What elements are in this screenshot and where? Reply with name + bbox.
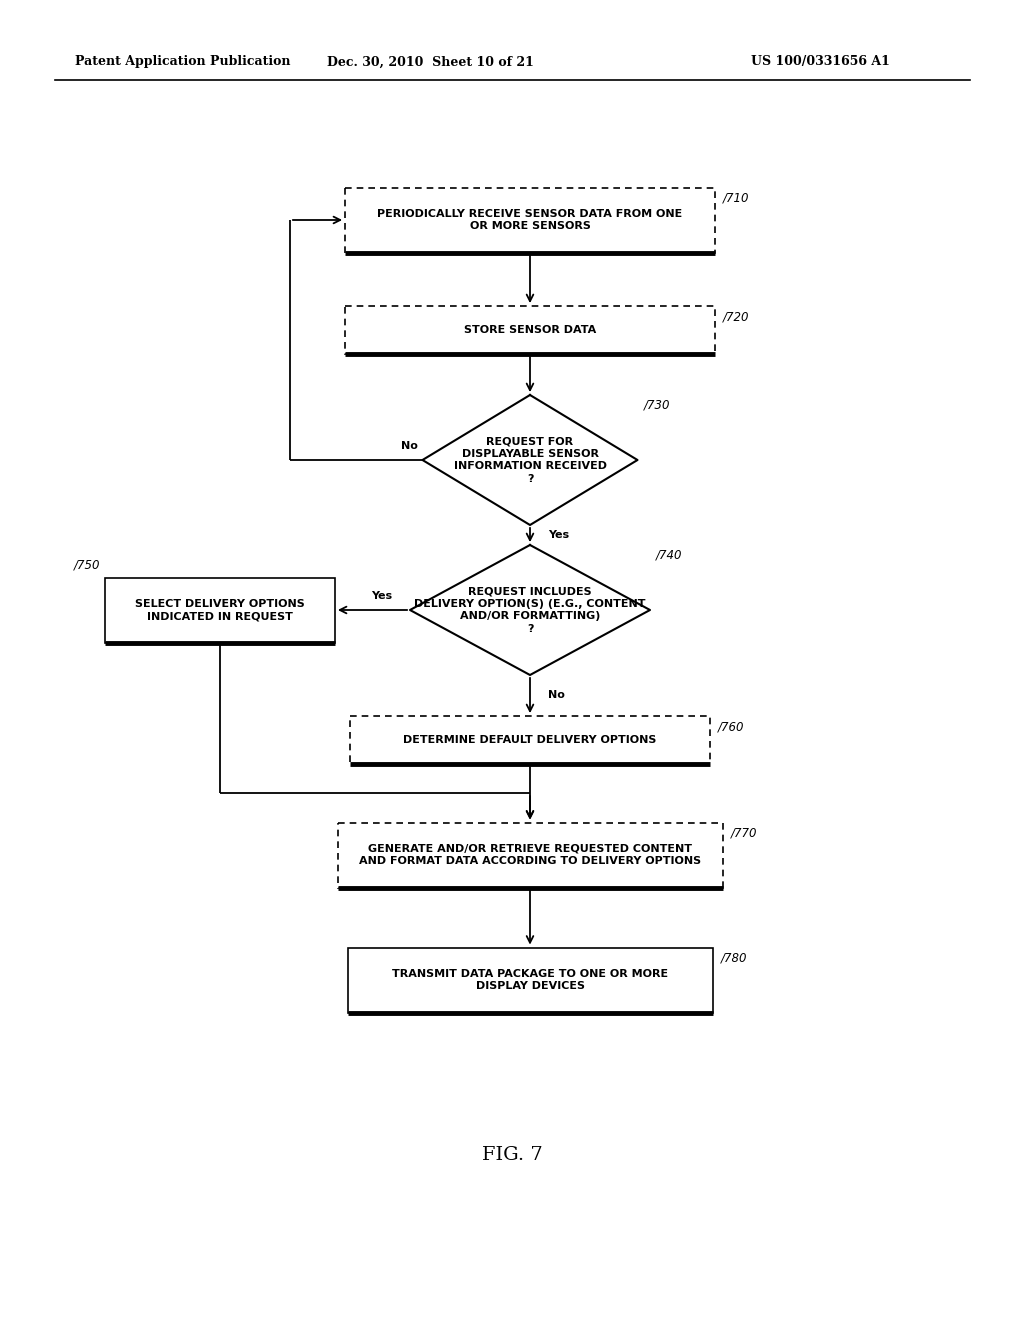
Text: /770: /770	[730, 826, 757, 840]
Bar	[338, 822, 723, 887]
Text: /780: /780	[721, 952, 746, 965]
Text: Yes: Yes	[371, 591, 392, 601]
Text: STORE SENSOR DATA: STORE SENSOR DATA	[464, 325, 596, 335]
Text: /710: /710	[723, 191, 750, 205]
Text: FIG. 7: FIG. 7	[481, 1146, 543, 1164]
Bar	[345, 187, 715, 252]
Bar	[105, 578, 335, 643]
Text: Patent Application Publication: Patent Application Publication	[75, 55, 291, 69]
Bar	[345, 306, 715, 354]
Text: Dec. 30, 2010  Sheet 10 of 21: Dec. 30, 2010 Sheet 10 of 21	[327, 55, 534, 69]
Text: GENERATE AND/OR RETRIEVE REQUESTED CONTENT
AND FORMAT DATA ACCORDING TO DELIVERY: GENERATE AND/OR RETRIEVE REQUESTED CONTE…	[359, 843, 701, 866]
Text: /730: /730	[643, 399, 670, 412]
Bar	[350, 715, 710, 764]
Text: /740: /740	[656, 549, 683, 562]
Text: US 100/0331656 A1: US 100/0331656 A1	[751, 55, 890, 69]
Text: Yes: Yes	[548, 531, 569, 540]
Polygon shape	[423, 395, 638, 525]
Bar	[347, 948, 713, 1012]
Text: PERIODICALLY RECEIVE SENSOR DATA FROM ONE
OR MORE SENSORS: PERIODICALLY RECEIVE SENSOR DATA FROM ON…	[378, 209, 683, 231]
Text: DETERMINE DEFAULT DELIVERY OPTIONS: DETERMINE DEFAULT DELIVERY OPTIONS	[403, 735, 656, 744]
Text: TRANSMIT DATA PACKAGE TO ONE OR MORE
DISPLAY DEVICES: TRANSMIT DATA PACKAGE TO ONE OR MORE DIS…	[392, 969, 668, 991]
Text: /760: /760	[718, 719, 744, 733]
Text: No: No	[548, 690, 565, 701]
Polygon shape	[410, 545, 650, 675]
Text: REQUEST FOR
DISPLAYABLE SENSOR
INFORMATION RECEIVED
?: REQUEST FOR DISPLAYABLE SENSOR INFORMATI…	[454, 437, 606, 483]
Text: /720: /720	[723, 310, 750, 323]
Text: SELECT DELIVERY OPTIONS
INDICATED IN REQUEST: SELECT DELIVERY OPTIONS INDICATED IN REQ…	[135, 599, 305, 622]
Text: REQUEST INCLUDES
DELIVERY OPTION(S) (E.G., CONTENT
AND/OR FORMATTING)
?: REQUEST INCLUDES DELIVERY OPTION(S) (E.G…	[415, 586, 646, 634]
Text: /750: /750	[74, 558, 100, 572]
Text: No: No	[400, 441, 418, 451]
